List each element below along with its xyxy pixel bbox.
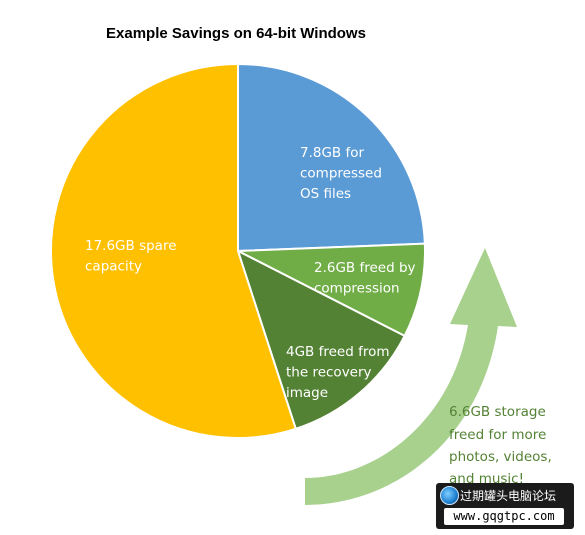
callout-line: freed for more bbox=[449, 427, 546, 443]
callout-line: 6.6GB storage bbox=[449, 404, 546, 420]
pie-slice bbox=[234, 242, 426, 338]
pie-slice-labels: 7.8GB for compressed OS files 2.6GB freed b… bbox=[85, 145, 416, 401]
svg-text:freed for more: freed for more bbox=[449, 427, 546, 443]
pie-slice-label: compressed bbox=[300, 166, 382, 182]
pie-slice-label: image bbox=[286, 385, 328, 401]
watermark-url: www.gqgtpc.com bbox=[444, 508, 564, 525]
pie-slices bbox=[50, 62, 426, 439]
pie-slice-label: 4GB freed from bbox=[286, 344, 390, 360]
svg-text:photos, videos,: photos, videos, bbox=[449, 449, 552, 465]
chart-title: Example Savings on 64-bit Windows bbox=[106, 25, 366, 42]
watermark-badge: 过期罐头电脑论坛 www.gqgtpc.com bbox=[436, 483, 574, 529]
pie-slice bbox=[50, 62, 298, 439]
pie-slice-label: 2.6GB freed by bbox=[314, 260, 416, 276]
callout-annotation: 6.6GB storage freed for more photos, vid… bbox=[449, 404, 552, 487]
pie-slice-label: OS files bbox=[300, 186, 351, 202]
pie-slice-label: 17.6GB spare bbox=[85, 238, 177, 254]
pie-slice bbox=[237, 62, 426, 253]
callout-arrow bbox=[305, 248, 517, 505]
forum-logo-icon bbox=[440, 486, 459, 505]
pie-slice-label: compression bbox=[314, 281, 400, 297]
pie-slice-label: capacity bbox=[85, 259, 142, 275]
svg-text:6.6GB storage: 6.6GB storage bbox=[449, 404, 546, 420]
pie-slice-label: 7.8GB for bbox=[300, 145, 364, 161]
pie-slice bbox=[236, 249, 406, 431]
watermark-forum-name: 过期罐头电脑论坛 bbox=[460, 489, 557, 503]
pie-slice-label: the recovery bbox=[286, 365, 372, 381]
callout-line: photos, videos, bbox=[449, 449, 552, 465]
